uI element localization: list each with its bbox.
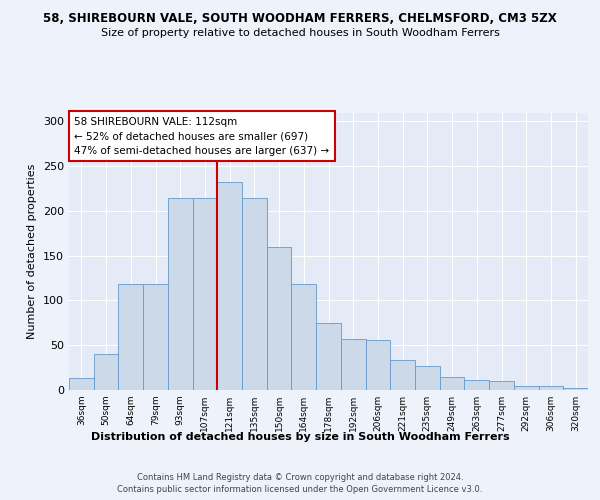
Bar bbox=[365, 340, 390, 390]
Text: 58, SHIREBOURN VALE, SOUTH WOODHAM FERRERS, CHELMSFORD, CM3 5ZX: 58, SHIREBOURN VALE, SOUTH WOODHAM FERRE… bbox=[43, 12, 557, 26]
Bar bbox=[143, 284, 168, 390]
Bar bbox=[316, 323, 341, 390]
Bar bbox=[69, 378, 94, 390]
Bar bbox=[341, 339, 365, 390]
Bar bbox=[193, 198, 217, 390]
Bar bbox=[539, 386, 563, 390]
Text: Contains HM Land Registry data © Crown copyright and database right 2024.: Contains HM Land Registry data © Crown c… bbox=[137, 472, 463, 482]
Bar bbox=[118, 284, 143, 390]
Bar bbox=[514, 386, 539, 390]
Bar bbox=[242, 198, 267, 390]
Bar bbox=[464, 380, 489, 390]
Bar bbox=[440, 378, 464, 390]
Bar bbox=[217, 182, 242, 390]
Text: 58 SHIREBOURN VALE: 112sqm
← 52% of detached houses are smaller (697)
47% of sem: 58 SHIREBOURN VALE: 112sqm ← 52% of deta… bbox=[74, 116, 329, 156]
Bar bbox=[292, 284, 316, 390]
Bar bbox=[267, 247, 292, 390]
Bar bbox=[489, 381, 514, 390]
Text: Size of property relative to detached houses in South Woodham Ferrers: Size of property relative to detached ho… bbox=[101, 28, 499, 38]
Text: Distribution of detached houses by size in South Woodham Ferrers: Distribution of detached houses by size … bbox=[91, 432, 509, 442]
Text: Contains public sector information licensed under the Open Government Licence v3: Contains public sector information licen… bbox=[118, 485, 482, 494]
Y-axis label: Number of detached properties: Number of detached properties bbox=[28, 164, 37, 339]
Bar bbox=[168, 198, 193, 390]
Bar bbox=[415, 366, 440, 390]
Bar bbox=[390, 360, 415, 390]
Bar bbox=[94, 354, 118, 390]
Bar bbox=[563, 388, 588, 390]
